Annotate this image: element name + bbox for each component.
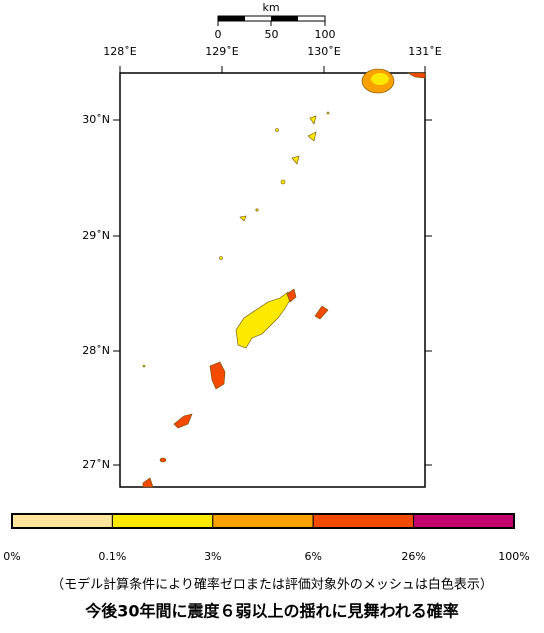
scale-tick-label: 50 [265, 28, 279, 41]
legend-label: 3% [204, 550, 221, 563]
legend-swatch [111, 513, 214, 529]
title: 今後30年間に震度６弱以上の揺れに見舞われる確率 [84, 602, 458, 621]
scale-unit: km [262, 1, 279, 14]
latitude-label: 29˚N [82, 229, 110, 242]
latitude-label: 27˚N [82, 458, 110, 471]
islands [142, 68, 426, 488]
note: （モデル計算条件により確率ゼロまたは評価対象外のメッシュは白色表示） [51, 577, 493, 593]
map-frame [119, 72, 426, 488]
legend-swatch [11, 513, 113, 529]
latitude-label: 30˚N [82, 113, 110, 126]
legend-swatch [212, 513, 314, 529]
scale-tick-label: 0 [215, 28, 222, 41]
legend-swatch [312, 513, 415, 529]
longitude-label: 129˚E [205, 45, 238, 58]
legend-label: 0.1% [98, 550, 126, 563]
legend-label: 100% [498, 550, 529, 563]
legend-label: 0% [3, 550, 20, 563]
latitude-label: 28˚N [82, 344, 110, 357]
legend-swatch [413, 513, 515, 529]
legend-label: 6% [304, 550, 321, 563]
longitude-label: 128˚E [103, 45, 136, 58]
legend-frame [11, 513, 515, 529]
longitude-label: 130˚E [307, 45, 340, 58]
scale-bar [217, 15, 326, 26]
legend-label: 26% [401, 550, 425, 563]
scale-tick-label: 100 [315, 28, 336, 41]
longitude-label: 131˚E [408, 45, 441, 58]
